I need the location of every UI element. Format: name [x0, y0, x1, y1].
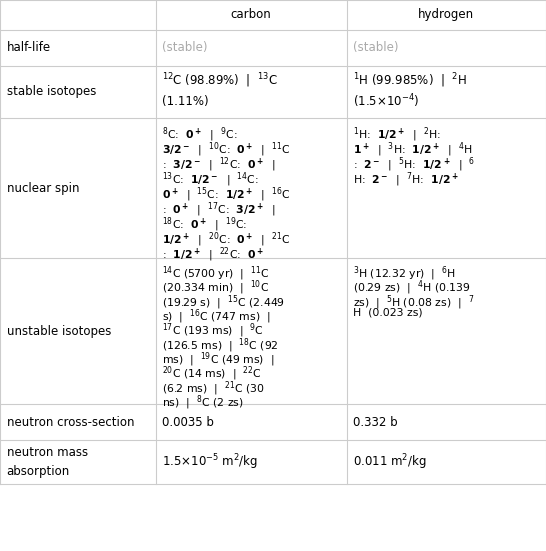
- Text: zs)  |  $^{5}$H (0.08 zs)  |  $^{7}$: zs) | $^{5}$H (0.08 zs) | $^{7}$: [353, 293, 474, 312]
- Text: $\mathbf{1/2^+}$  |  $^{20}$C:  $\mathbf{0^+}$  |  $^{21}$C: $\mathbf{1/2^+}$ | $^{20}$C: $\mathbf{0^…: [162, 230, 290, 249]
- Text: $^{17}$C (193 ms)  |  $^{9}$C: $^{17}$C (193 ms) | $^{9}$C: [162, 322, 264, 341]
- Text: neutron cross-section: neutron cross-section: [7, 416, 134, 429]
- Text: $^{12}$C (98.89%)  |  $^{13}$C: $^{12}$C (98.89%) | $^{13}$C: [162, 72, 278, 90]
- Text: (stable): (stable): [353, 41, 399, 54]
- Text: H  (0.023 zs): H (0.023 zs): [353, 307, 423, 317]
- Text: ms)  |  $^{19}$C (49 ms)  |: ms) | $^{19}$C (49 ms) |: [162, 350, 275, 369]
- Text: absorption: absorption: [7, 464, 70, 478]
- Text: 0.332 b: 0.332 b: [353, 416, 398, 429]
- Text: $^{18}$C:  $\mathbf{0^+}$  |  $^{19}$C:: $^{18}$C: $\mathbf{0^+}$ | $^{19}$C:: [162, 215, 247, 234]
- Text: $^{20}$C (14 ms)  |  $^{22}$C: $^{20}$C (14 ms) | $^{22}$C: [162, 365, 262, 383]
- Text: (6.2 ms)  |  $^{21}$C (30: (6.2 ms) | $^{21}$C (30: [162, 379, 265, 398]
- Text: s)  |  $^{16}$C (747 ms)  |: s) | $^{16}$C (747 ms) |: [162, 307, 271, 326]
- Text: 0.011 m$^{2}$/kg: 0.011 m$^{2}$/kg: [353, 452, 427, 472]
- Text: 1.5×10$^{-5}$ m$^{2}$/kg: 1.5×10$^{-5}$ m$^{2}$/kg: [162, 452, 258, 472]
- Text: $^{1}$H:  $\mathbf{1/2^+}$  |  $^{2}$H:: $^{1}$H: $\mathbf{1/2^+}$ | $^{2}$H:: [353, 125, 441, 144]
- Text: :  $\mathbf{0^+}$  |  $^{17}$C:  $\mathbf{3/2^+}$  |: : $\mathbf{0^+}$ | $^{17}$C: $\mathbf{3/…: [162, 200, 276, 219]
- Text: 0.0035 b: 0.0035 b: [162, 416, 214, 429]
- Text: (126.5 ms)  |  $^{18}$C (92: (126.5 ms) | $^{18}$C (92: [162, 336, 279, 355]
- Text: :  $\mathbf{2^-}$  |  $^{5}$H:  $\mathbf{1/2^+}$  |  $^{6}$: : $\mathbf{2^-}$ | $^{5}$H: $\mathbf{1/2…: [353, 155, 476, 174]
- Text: $^{8}$C:  $\mathbf{0^+}$  |  $^{9}$C:: $^{8}$C: $\mathbf{0^+}$ | $^{9}$C:: [162, 125, 238, 144]
- Text: carbon: carbon: [231, 8, 271, 21]
- Text: $^{14}$C (5700 yr)  |  $^{11}$C: $^{14}$C (5700 yr) | $^{11}$C: [162, 264, 270, 283]
- Text: (19.29 s)  |  $^{15}$C (2.449: (19.29 s) | $^{15}$C (2.449: [162, 293, 285, 312]
- Text: (stable): (stable): [162, 41, 207, 54]
- Text: $\mathbf{1^+}$  |  $^{3}$H:  $\mathbf{1/2^+}$  |  $^{4}$H: $\mathbf{1^+}$ | $^{3}$H: $\mathbf{1/2^+…: [353, 140, 473, 159]
- Text: $^{3}$H (12.32 yr)  |  $^{6}$H: $^{3}$H (12.32 yr) | $^{6}$H: [353, 264, 456, 283]
- Text: (20.334 min)  |  $^{10}$C: (20.334 min) | $^{10}$C: [162, 279, 269, 298]
- Text: unstable isotopes: unstable isotopes: [7, 325, 111, 338]
- Text: nuclear spin: nuclear spin: [7, 182, 79, 195]
- Text: $^{13}$C:  $\mathbf{1/2^-}$  |  $^{14}$C:: $^{13}$C: $\mathbf{1/2^-}$ | $^{14}$C:: [162, 170, 259, 188]
- Text: neutron mass: neutron mass: [7, 446, 88, 459]
- Text: $^{1}$H (99.985%)  |  $^{2}$H: $^{1}$H (99.985%) | $^{2}$H: [353, 72, 467, 90]
- Text: $\mathbf{0^+}$  |  $^{15}$C:  $\mathbf{1/2^+}$  |  $^{16}$C: $\mathbf{0^+}$ | $^{15}$C: $\mathbf{1/2^…: [162, 185, 290, 204]
- Text: H:  $\mathbf{2^-}$  |  $^{7}$H:  $\mathbf{1/2^+}$: H: $\mathbf{2^-}$ | $^{7}$H: $\mathbf{1/…: [353, 170, 459, 188]
- Text: hydrogen: hydrogen: [418, 8, 474, 21]
- Text: ns)  |  $^{8}$C (2 zs): ns) | $^{8}$C (2 zs): [162, 393, 244, 412]
- Text: $\mathbf{3/2^-}$  |  $^{10}$C:  $\mathbf{0^+}$  |  $^{11}$C: $\mathbf{3/2^-}$ | $^{10}$C: $\mathbf{0^…: [162, 140, 290, 159]
- Text: :  $\mathbf{1/2^+}$  |  $^{22}$C:  $\mathbf{0^+}$: : $\mathbf{1/2^+}$ | $^{22}$C: $\mathbf{…: [162, 245, 264, 263]
- Text: stable isotopes: stable isotopes: [7, 85, 96, 98]
- Text: :  $\mathbf{3/2^-}$  |  $^{12}$C:  $\mathbf{0^+}$  |: : $\mathbf{3/2^-}$ | $^{12}$C: $\mathbf{…: [162, 155, 276, 174]
- Text: half-life: half-life: [7, 41, 51, 54]
- Text: (1.5×10$^{-4}$): (1.5×10$^{-4}$): [353, 93, 419, 110]
- Text: (1.11%): (1.11%): [162, 95, 209, 108]
- Text: (0.29 zs)  |  $^{4}$H (0.139: (0.29 zs) | $^{4}$H (0.139: [353, 279, 471, 298]
